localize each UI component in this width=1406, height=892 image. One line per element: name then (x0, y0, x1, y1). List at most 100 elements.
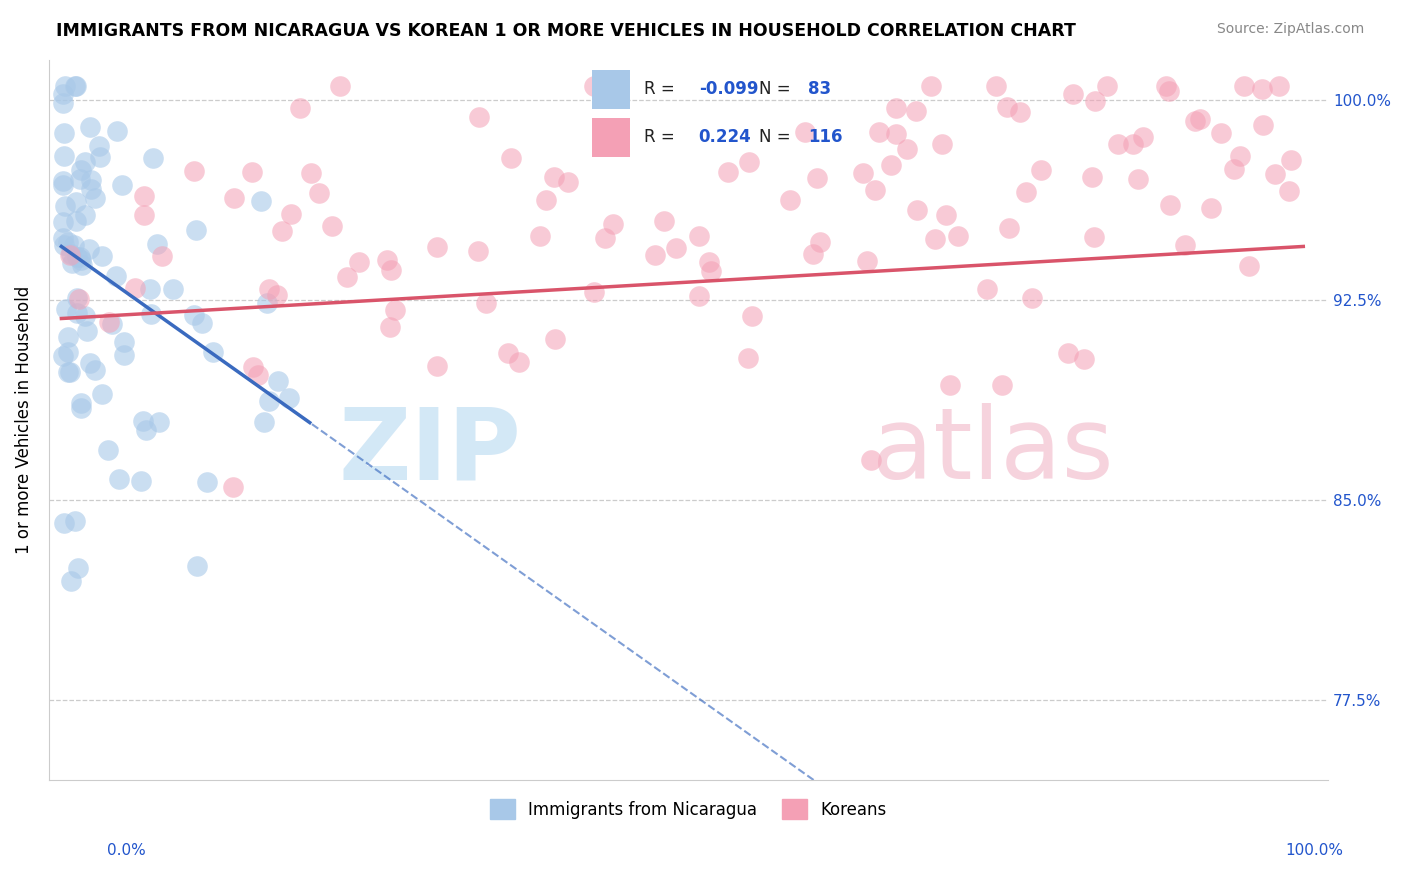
Point (135, 423, 157, 437)
Point (53, 79, 76, 94)
Point (904, 104, 927, 119)
Point (76, 324, 98, 338)
Point (55, 301, 77, 316)
Point (896, 142, 918, 156)
Bar (592, 70, 630, 109)
Point (1062, 87, 1084, 102)
Point (1278, 184, 1301, 198)
Point (1279, 153, 1302, 168)
Point (250, 194, 273, 208)
Point (557, 175, 579, 189)
Point (593, 231, 616, 245)
Point (97, 442, 120, 457)
Point (905, 203, 928, 218)
Point (321, 219, 343, 234)
Point (73, 155, 96, 169)
Point (986, 79, 1008, 94)
Point (70, 253, 93, 268)
Point (183, 164, 205, 178)
Point (253, 415, 276, 429)
Text: -0.099: -0.099 (699, 80, 758, 98)
Point (280, 207, 302, 221)
Point (380, 262, 402, 277)
Point (688, 289, 710, 303)
Point (717, 165, 740, 179)
Point (63, 79, 86, 94)
Point (851, 166, 873, 180)
Point (688, 229, 710, 244)
Point (67, 560, 90, 574)
Point (65, 514, 87, 528)
Point (91, 248, 114, 262)
Point (700, 264, 723, 278)
Point (242, 359, 264, 374)
Point (467, 244, 489, 258)
Point (70, 162, 93, 177)
Point (582, 285, 605, 299)
Point (79, 242, 101, 256)
Point (1084, 94, 1107, 108)
Point (271, 224, 294, 238)
Point (60, 247, 83, 261)
Text: 100.0%: 100.0% (1285, 843, 1344, 858)
Point (59, 247, 82, 261)
Point (101, 317, 124, 331)
Point (741, 309, 763, 323)
Point (222, 192, 245, 206)
Point (1160, 198, 1182, 212)
Point (277, 391, 299, 405)
Point (73, 208, 96, 222)
Point (146, 236, 169, 251)
Point (62, 237, 84, 252)
Point (806, 171, 828, 186)
Point (1021, 291, 1043, 305)
Point (56, 344, 79, 359)
Point (257, 393, 280, 408)
Point (112, 335, 135, 350)
Point (89, 150, 111, 164)
Point (1157, 84, 1180, 98)
Point (69, 172, 91, 186)
Point (534, 193, 557, 207)
Point (496, 346, 519, 360)
Point (186, 558, 208, 573)
Point (142, 151, 165, 165)
Text: 116: 116 (808, 128, 842, 146)
Point (124, 281, 146, 295)
Point (779, 193, 801, 207)
Point (52, 215, 75, 229)
Point (69, 250, 91, 264)
Point (53, 199, 76, 213)
Point (924, 232, 946, 246)
Point (52, 95, 75, 110)
Point (349, 254, 371, 268)
Y-axis label: 1 or more Vehicles in Household: 1 or more Vehicles in Household (15, 285, 32, 554)
Point (1184, 114, 1206, 128)
Point (508, 355, 530, 369)
Text: IMMIGRANTS FROM NICARAGUA VS KOREAN 1 OR MORE VEHICLES IN HOUSEHOLD CORRELATION : IMMIGRANTS FROM NICARAGUA VS KOREAN 1 OR… (56, 22, 1076, 40)
Point (426, 240, 449, 254)
Point (1264, 167, 1286, 181)
Point (66, 306, 89, 320)
Point (246, 368, 269, 382)
Point (52, 231, 75, 245)
Point (53, 126, 76, 140)
Point (336, 269, 359, 284)
Point (70, 401, 93, 415)
Legend: Immigrants from Nicaragua, Koreans: Immigrants from Nicaragua, Koreans (484, 792, 894, 826)
Point (256, 296, 278, 310)
Point (1209, 126, 1232, 140)
Point (56, 235, 79, 249)
Point (1083, 229, 1105, 244)
Point (1095, 79, 1118, 94)
Text: R =: R = (644, 80, 681, 98)
Point (183, 308, 205, 322)
Point (884, 101, 907, 115)
Point (72, 258, 94, 272)
Point (53, 148, 76, 162)
Point (184, 223, 207, 237)
Point (1229, 149, 1251, 163)
Point (97, 315, 120, 329)
Point (920, 79, 942, 94)
Point (475, 296, 498, 310)
